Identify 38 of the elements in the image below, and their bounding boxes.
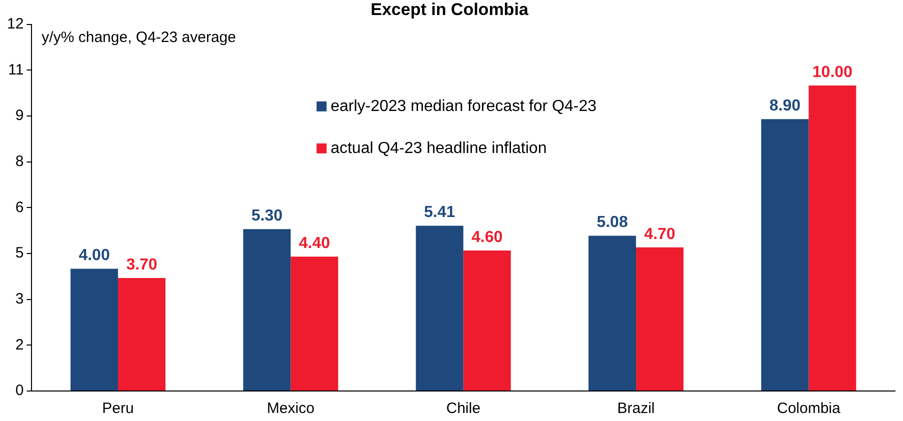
y-tick-label: 12 <box>6 16 24 33</box>
data-label: 8.90 <box>769 98 801 115</box>
x-tick-label: Mexico <box>266 400 314 418</box>
x-tick-label: Colombia <box>776 400 841 418</box>
bar <box>70 268 118 390</box>
data-label: 4.60 <box>472 228 503 246</box>
x-tick-label: Chile <box>446 400 480 418</box>
bar <box>636 247 684 390</box>
bar <box>588 236 636 390</box>
bar <box>416 226 464 390</box>
annotation: y/y% change, Q4-23 average <box>42 29 236 46</box>
y-tick-label: 11 <box>8 61 24 78</box>
y-tick-label: 3 <box>15 290 24 308</box>
data-label: 3.70 <box>126 256 158 274</box>
x-tick-label: Brazil <box>617 400 655 418</box>
data-label: 10.00 <box>812 64 853 81</box>
data-label: 5.41 <box>424 204 456 222</box>
bar <box>808 86 856 390</box>
data-label: 4.40 <box>298 234 330 252</box>
bar <box>463 250 511 390</box>
y-tick-label: 8 <box>15 153 24 170</box>
y-tick-label: 6 <box>15 198 24 216</box>
y-tick-label: 0 <box>15 382 24 400</box>
y-tick-label: 5 <box>15 244 24 262</box>
bar <box>118 278 166 390</box>
legend-label: early-2023 median forecast for Q4-23 <box>330 98 597 115</box>
data-label: 4.00 <box>78 247 110 264</box>
data-label: 4.70 <box>644 226 676 243</box>
legend-label: actual Q4-23 headline inflation <box>330 140 547 157</box>
bar <box>290 256 338 390</box>
bar <box>243 229 291 390</box>
y-tick-label: 2 <box>15 336 24 354</box>
data-label: 5.08 <box>596 214 628 232</box>
y-tick-label: 9 <box>15 107 24 124</box>
x-tick-label: Peru <box>102 400 134 418</box>
chart-title: Except in Colombia <box>370 0 529 19</box>
data-label: 5.30 <box>251 207 283 224</box>
bar <box>761 119 809 390</box>
